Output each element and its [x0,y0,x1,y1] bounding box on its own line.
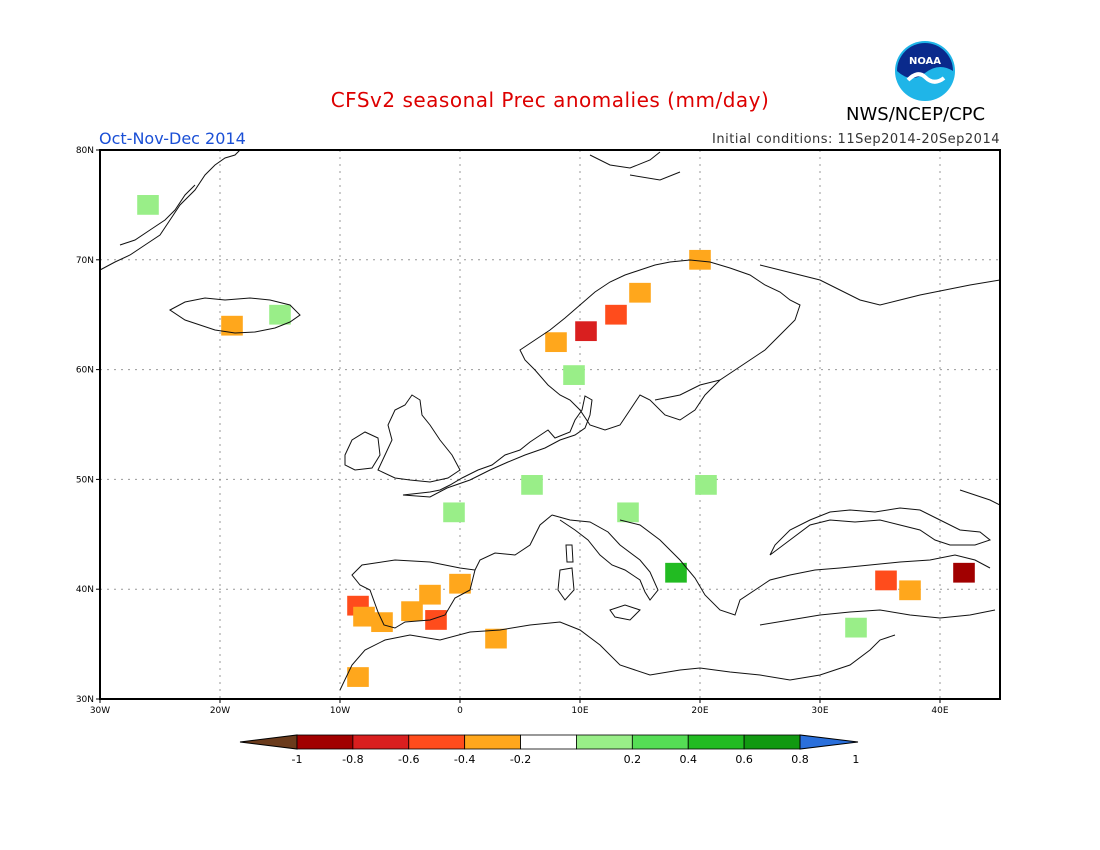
colorbar: -1 -0.8 -0.6 -0.4 -0.2 0.2 0.4 0.6 0.8 1 [239,734,859,766]
colorbar-label: -0.2 [510,753,531,766]
anomaly-cell [845,617,867,638]
anomaly-cell [605,304,627,325]
lat-lon-grid [100,150,1000,699]
anomaly-cell [443,502,465,523]
anomaly-cell [695,475,717,495]
anomaly-cell [665,562,687,583]
anomaly-cell [899,580,921,601]
anomaly-cells [137,195,975,687]
anomaly-cell [269,304,291,325]
logo-text: NOAA [909,56,941,67]
anomaly-cell [629,282,651,303]
anomaly-cell [401,601,423,622]
anomaly-cell [521,475,543,495]
season-label: Oct-Nov-Dec 2014 [99,129,246,148]
anomaly-cell [563,365,585,385]
anomaly-cell [347,667,369,687]
anomaly-cell [137,195,159,215]
colorbar-label: 0.2 [624,753,642,766]
lon-tick-label: 10E [571,706,588,716]
lon-tick-label: 20W [210,706,230,716]
chart-title: CFSv2 seasonal Prec anomalies (mm/day) [330,88,770,112]
coastlines [100,150,1000,691]
colorbar-swatch [743,734,801,750]
colorbar-label: -0.4 [454,753,475,766]
anomaly-cell [353,606,375,627]
colorbar-label: -0.8 [342,753,363,766]
colorbar-swatch [408,734,466,750]
colorbar-label: 0.8 [791,753,809,766]
anomaly-cell [617,502,639,523]
colorbar-label: -1 [292,753,303,766]
lat-tick-label: 60N [76,366,94,376]
anomaly-cell [575,321,597,342]
colorbar-label: 0.4 [679,753,697,766]
anomaly-cell [875,570,897,591]
colorbar-swatch [631,734,689,750]
colorbar-label: 0.6 [735,753,753,766]
colorbar-swatch [296,734,354,750]
colorbar-swatch [464,734,521,750]
colorbar-swatch [352,734,410,750]
colorbar-low-arrow [239,734,298,750]
lat-tick-label: 80N [76,146,94,156]
anomaly-cell [449,573,471,594]
anomaly-cell [689,249,711,270]
anomaly-cell [419,584,441,605]
colorbar-swatch [687,734,745,750]
initial-conditions-label: Initial conditions: 11Sep2014-20Sep2014 [712,132,1000,147]
map-frame [99,149,1001,700]
lon-tick-label: 20E [691,706,708,716]
noaa-logo: NOAA [895,41,955,101]
anomaly-cell [485,628,507,649]
lon-tick-label: 30W [90,706,110,716]
lat-tick-label: 50N [76,475,94,485]
agency-label: NWS/NCEP/CPC [846,104,986,125]
anomaly-cell [545,332,567,353]
lon-tick-label: 40E [931,706,948,716]
lon-tick-label: 0 [457,706,463,716]
colorbar-high-arrow [799,734,859,750]
anomaly-cell [221,315,243,336]
anomaly-cell [425,610,447,630]
lat-tick-label: 70N [76,256,94,266]
colorbar-label: -0.6 [398,753,419,766]
colorbar-swatch [576,734,633,750]
colorbar-label: 1 [852,753,859,766]
lon-tick-label: 30E [811,706,828,716]
lat-tick-label: 40N [76,585,94,595]
lat-tick-label: 30N [76,695,94,705]
anomaly-cell [953,562,975,583]
axis-tick-labels: 30N 40N 50N 60N 70N 80N 30W 20W 10W 0 10E 20E 30E 40E [76,146,949,716]
anomaly-cell [371,612,393,633]
lon-tick-label: 10W [330,706,350,716]
colorbar-swatch [520,734,577,750]
